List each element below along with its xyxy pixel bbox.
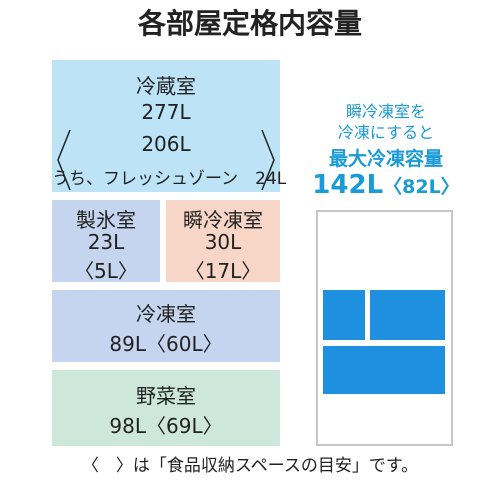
freezer-box: 冷凍室 89L〈60L〉: [52, 290, 280, 362]
capacity: 89L〈60L〉: [109, 332, 223, 356]
sub-capacity: 〈17L〉: [184, 259, 262, 283]
fridge-box: 冷蔵室 277L 206L うち、フレッシュゾーン 24L: [52, 60, 287, 192]
capacity: 30L: [204, 230, 242, 254]
side-heading: 最大冷凍容量: [328, 148, 443, 170]
title: 各部屋定格内容量: [137, 7, 362, 40]
label: 瞬冷凍室: [183, 208, 263, 232]
capacity: 277L: [141, 100, 191, 124]
ice-box: 製氷室 23L 〈5L〉: [52, 200, 160, 283]
vegetable-box: 野菜室 98L〈69L〉: [52, 370, 280, 446]
note: うち、フレッシュゾーン 24L: [52, 169, 287, 189]
side-value: 142L〈82L〉: [296, 170, 476, 200]
sub-capacity: 206L: [141, 132, 191, 156]
capacity: 23L: [87, 230, 125, 254]
instant-freeze-box: 瞬冷凍室 30L 〈17L〉: [166, 200, 280, 283]
sub-capacity: 〈5L〉: [74, 259, 138, 283]
footnote: 〈 〉は「食品収納スペースの目安」です。: [81, 456, 419, 476]
capacity: 98L〈69L〉: [109, 414, 223, 438]
label: 冷蔵室: [136, 74, 196, 98]
label: 冷凍室: [136, 302, 196, 326]
fridge-illustration: [316, 210, 453, 446]
label: 製氷室: [76, 208, 136, 232]
side-line: 瞬冷凍室を: [345, 102, 426, 121]
max-sub-value: 〈82L〉: [383, 176, 460, 198]
brackets: [57, 129, 275, 191]
max-value: 142L: [312, 170, 384, 200]
label: 野菜室: [136, 384, 196, 408]
side-line: 冷凍にすると: [337, 123, 435, 142]
